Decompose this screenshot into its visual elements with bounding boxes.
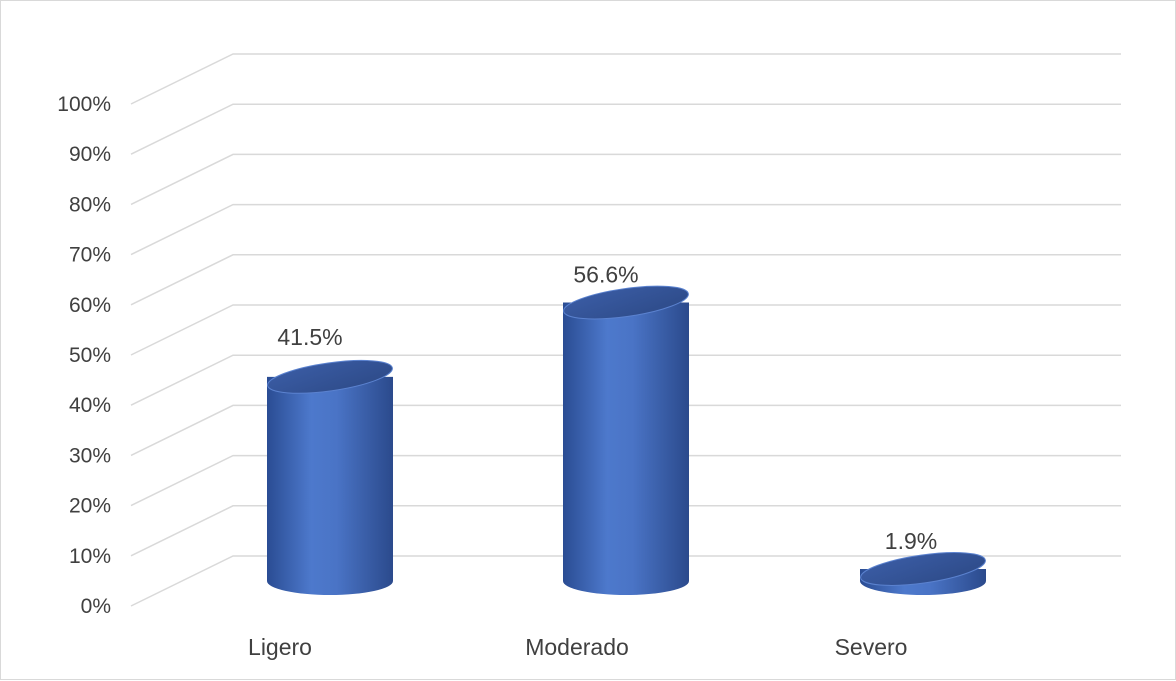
data-label: 1.9%: [885, 528, 937, 554]
y-tick-label: 0%: [81, 595, 111, 618]
gridline: [130, 203, 1121, 256]
y-tick-label: 90%: [69, 143, 111, 166]
gridline: [130, 404, 1121, 457]
y-tick-label: 20%: [69, 495, 111, 518]
bar-body: [563, 302, 689, 595]
y-tick-label: 70%: [69, 244, 111, 267]
x-axis-labels: Ligero Moderado Severo: [248, 634, 907, 660]
gridline: [130, 454, 1121, 507]
gridlines: [130, 53, 1121, 607]
gridline: [130, 505, 1121, 557]
bar-severo: [860, 552, 986, 595]
y-tick-label: 50%: [69, 344, 111, 367]
data-label: 56.6%: [573, 262, 638, 288]
gridline: [130, 304, 1121, 356]
data-label: 41.5%: [277, 324, 342, 350]
bar-ligero: [267, 359, 393, 595]
gridline: [130, 354, 1121, 406]
bar-top: [267, 359, 393, 394]
x-category-label: Ligero: [248, 634, 312, 660]
y-tick-label: 40%: [69, 394, 111, 417]
bar-top: [563, 285, 689, 320]
bar-moderado: [563, 285, 689, 595]
gridline: [130, 53, 1121, 105]
gridline: [130, 153, 1121, 206]
bars: [267, 285, 986, 595]
y-tick-label: 30%: [69, 444, 111, 467]
gridline: [130, 103, 1121, 155]
x-category-label: Severo: [835, 634, 908, 660]
y-tick-label: 100%: [57, 93, 111, 116]
x-category-label: Moderado: [525, 634, 629, 660]
y-tick-label: 10%: [69, 545, 111, 568]
y-tick-label: 60%: [69, 294, 111, 317]
gridline: [130, 254, 1121, 306]
bar-top: [860, 552, 986, 586]
gridline: [130, 555, 1121, 607]
y-tick-label: 80%: [69, 193, 111, 216]
data-labels: 41.5% 56.6% 1.9%: [277, 262, 937, 554]
bar-body: [267, 376, 393, 595]
y-axis-ticks: 0% 10% 20% 30% 40% 50% 60% 70% 80% 90% 100%: [57, 93, 111, 618]
